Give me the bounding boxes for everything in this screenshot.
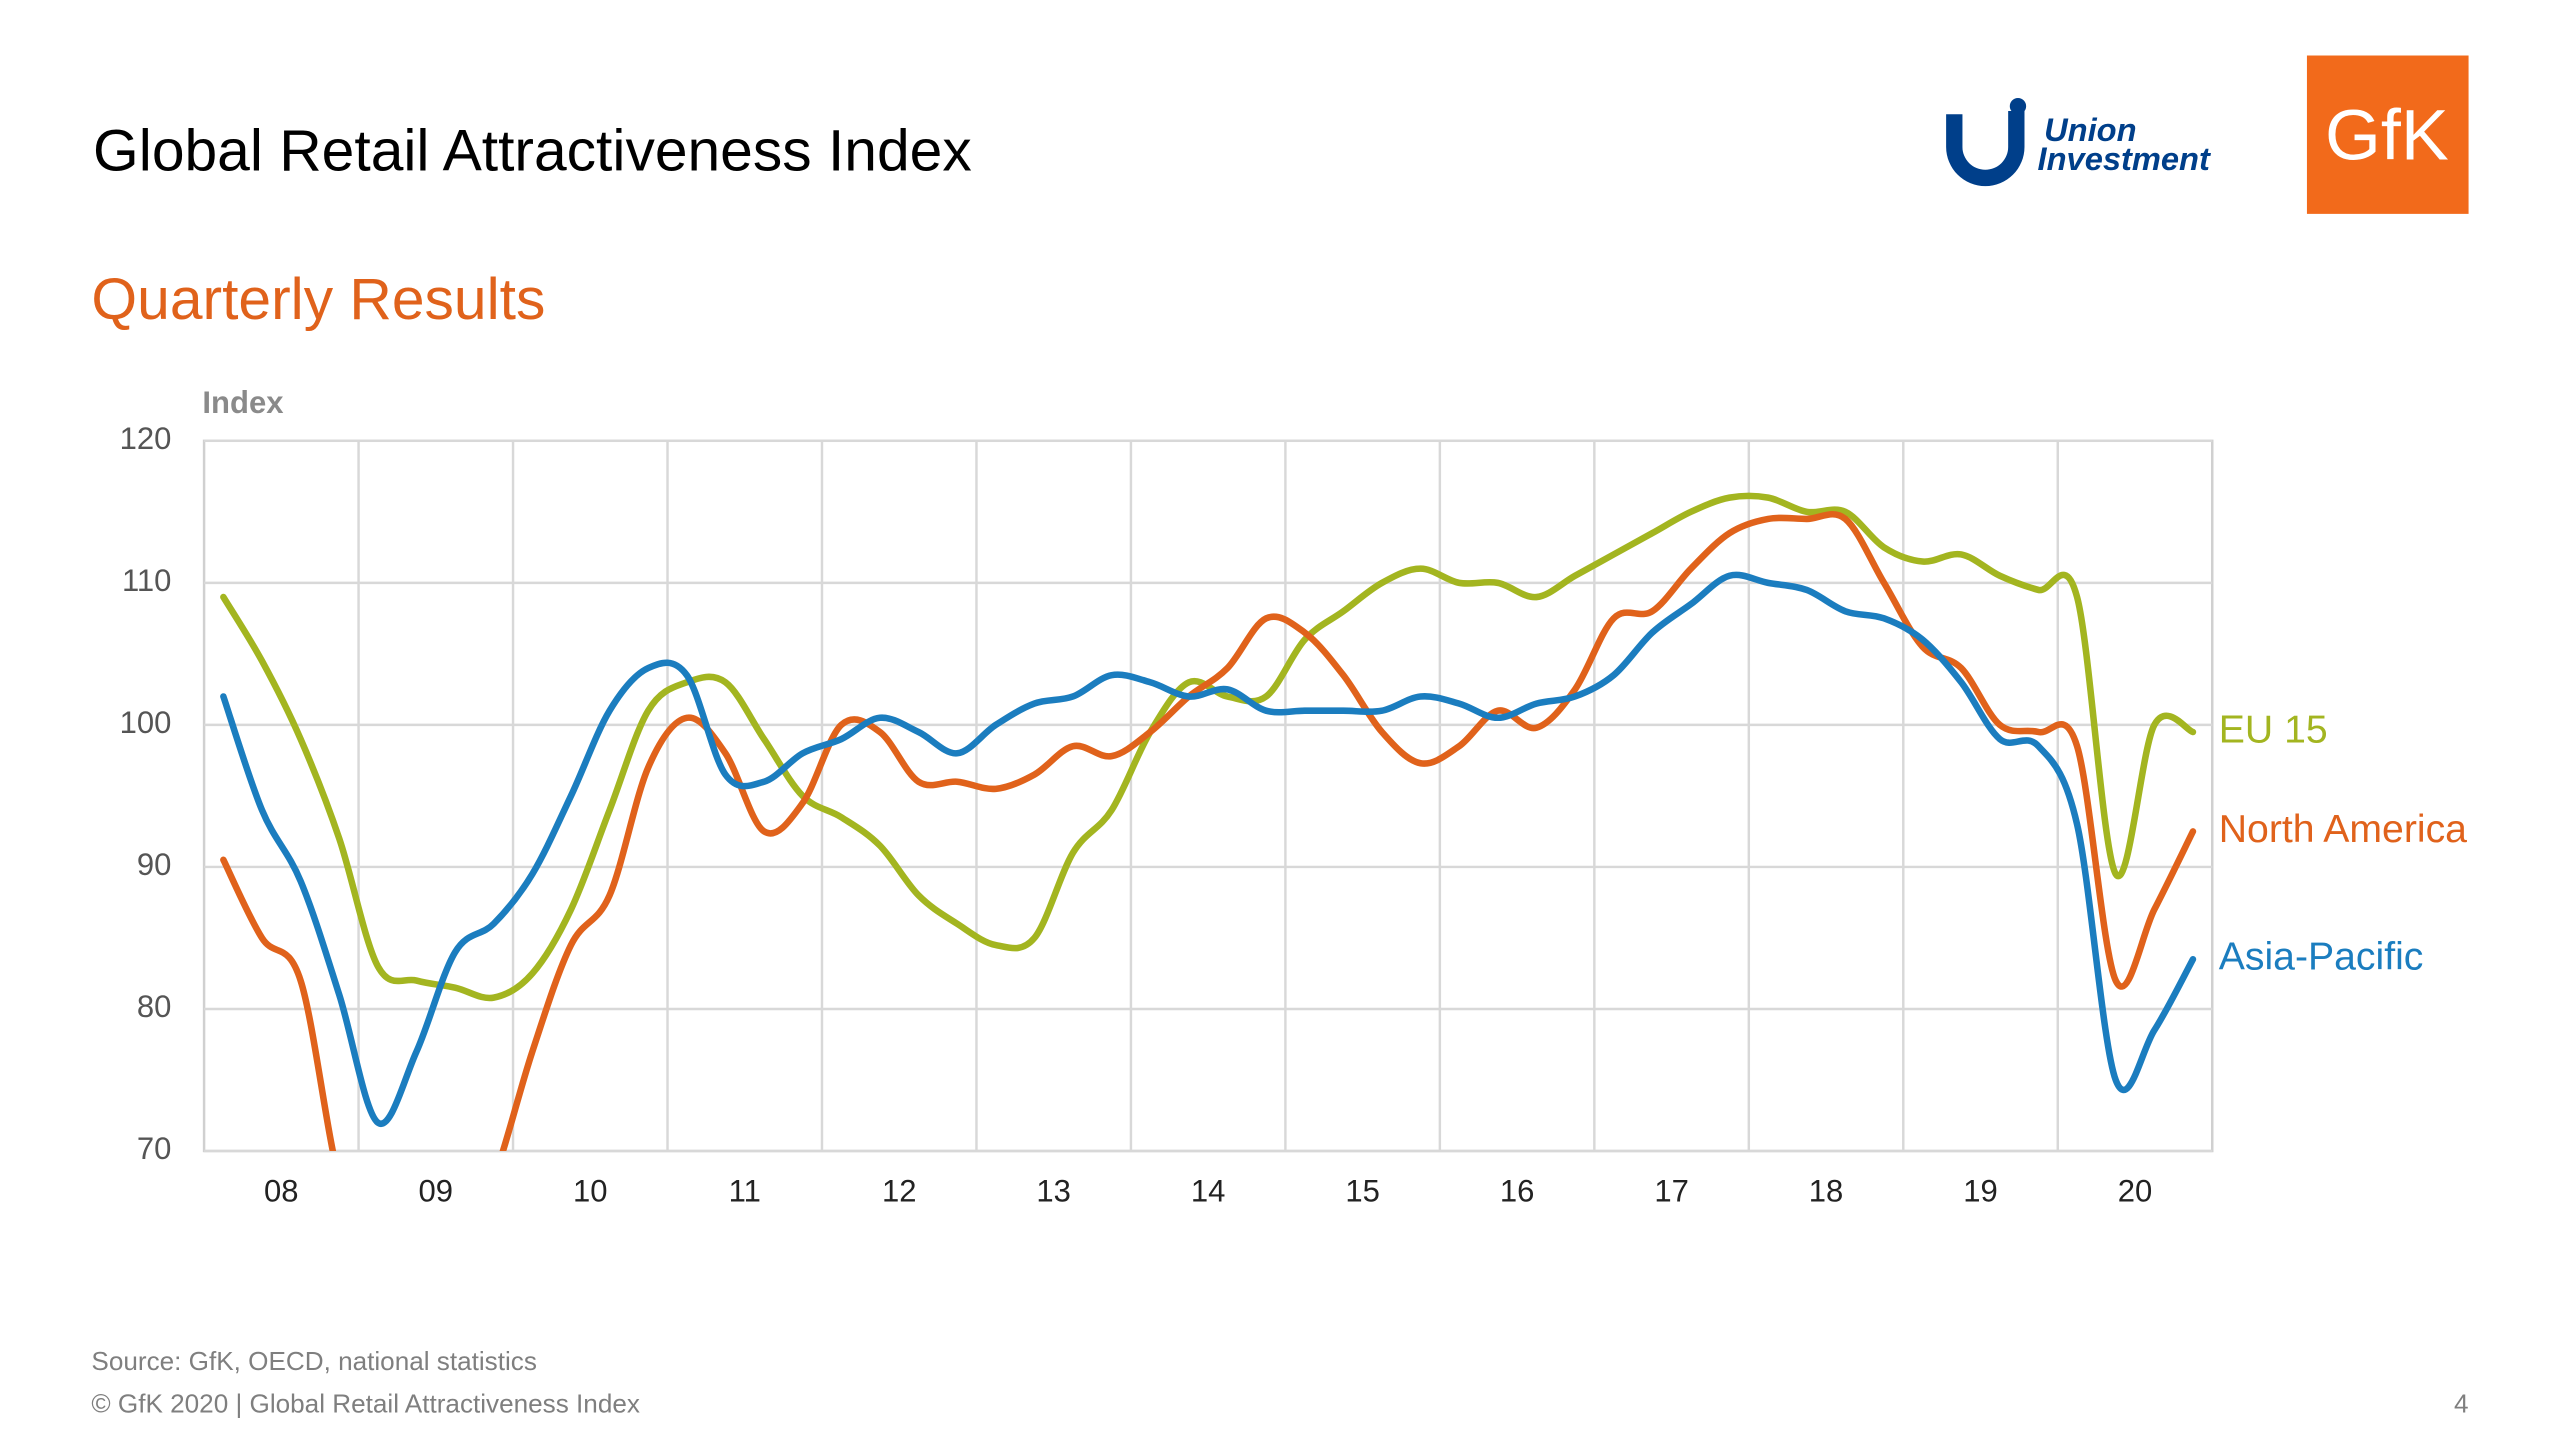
union-logo-mark xyxy=(1946,111,2025,187)
y-tick-label: 80 xyxy=(137,989,172,1024)
union-logo-dot xyxy=(2009,97,2027,115)
series-line xyxy=(220,571,2197,1127)
lines xyxy=(220,492,2197,1152)
x-tick-label: 15 xyxy=(1345,1174,1380,1209)
x-tick-label: 12 xyxy=(882,1174,917,1209)
series-label: Asia-Pacific xyxy=(2219,936,2424,979)
plot-frame xyxy=(202,439,2214,1153)
page-number: 4 xyxy=(2454,1389,2469,1419)
x-tick-label: 14 xyxy=(1191,1174,1225,1209)
gfk-logo: GfK xyxy=(2306,55,2469,214)
slide-title: Global Retail Attractiveness Index xyxy=(93,119,972,184)
y-tick-label: 70 xyxy=(137,1131,172,1166)
y-tick-label: 100 xyxy=(120,705,172,740)
y-tick-label: 120 xyxy=(120,421,172,456)
series-label: North America xyxy=(2219,808,2467,851)
y-tick-label: 90 xyxy=(137,847,172,882)
x-tick-label: 10 xyxy=(573,1174,608,1209)
subtitle: Quarterly Results xyxy=(91,267,545,332)
y-tick-label: 110 xyxy=(122,563,171,598)
union-logo: Union Investment xyxy=(1946,97,2211,187)
union-logo-text: Union xyxy=(2044,111,2136,148)
source-note: Source: GfK, OECD, national statistics xyxy=(91,1346,536,1376)
x-tick-label: 20 xyxy=(2118,1174,2152,1209)
gfk-logo-box xyxy=(2306,55,2469,214)
x-tick-label: 13 xyxy=(1036,1174,1071,1209)
series-line xyxy=(220,492,2197,1002)
x-tick-label: 16 xyxy=(1500,1174,1535,1209)
series-label: EU 15 xyxy=(2219,708,2328,751)
x-tick-label: 08 xyxy=(264,1174,299,1209)
x-tick-label: 09 xyxy=(419,1174,454,1209)
x-tick-label: 18 xyxy=(1809,1174,1844,1209)
gfk-logo-text: GfK xyxy=(2325,95,2449,175)
union-logo-text: Investment xyxy=(2038,140,2211,177)
copyright: © GfK 2020 | Global Retail Attractivenes… xyxy=(91,1389,639,1419)
x-tick-label: 17 xyxy=(1654,1174,1689,1209)
plot: 70 80 90 100 110 120 08 09 10 11 12 13 14 15 16 17 18 19 2… xyxy=(120,421,2467,1209)
x-tick-label: 11 xyxy=(729,1174,761,1209)
y-axis-label: Index xyxy=(202,385,284,420)
x-tick-label: 19 xyxy=(1963,1174,1997,1209)
